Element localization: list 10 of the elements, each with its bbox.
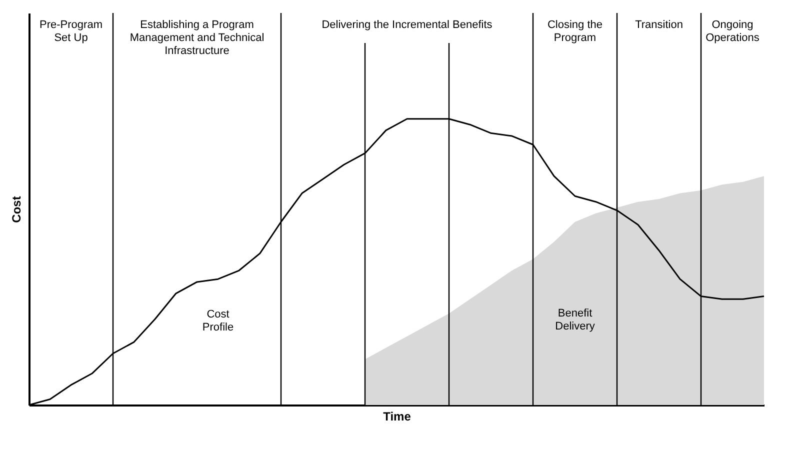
text: Delivering the Incremental Benefits — [322, 19, 493, 31]
text: Cost Profile — [202, 308, 234, 334]
text: Closing the Program — [547, 19, 603, 44]
text: Establishing a Program Management and Technical Infrastructure — [130, 19, 264, 57]
text: Pre-Program Set Up — [40, 19, 102, 44]
x-axis-title: Time — [383, 410, 412, 424]
y-axis-title: Cost — [10, 196, 24, 223]
series-label: Benefit Delivery — [555, 307, 596, 332]
text: Transition — [635, 19, 683, 31]
text: Ongoing Operations — [706, 19, 760, 44]
